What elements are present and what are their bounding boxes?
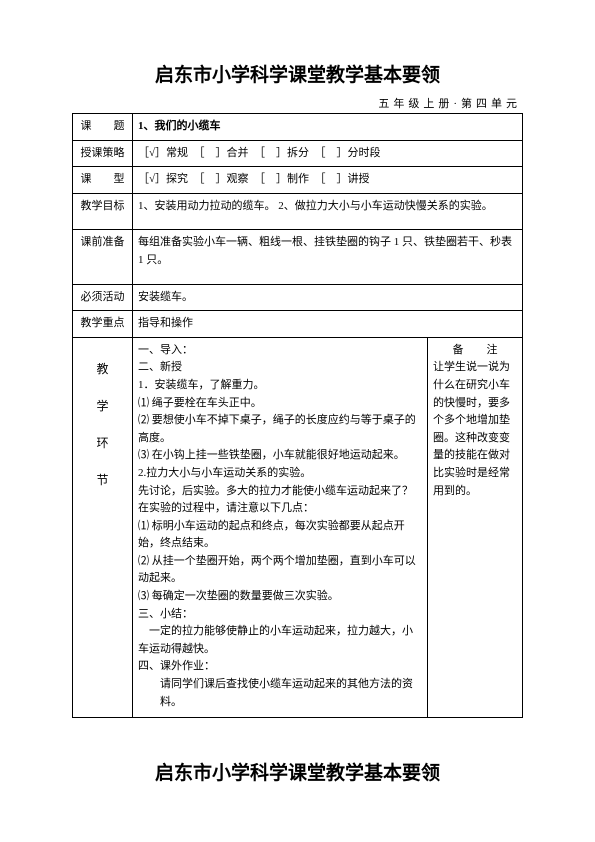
step-line: 一、导入： xyxy=(138,344,193,356)
step-line: 在实验的过程中，请注意以下几点： xyxy=(138,502,314,514)
steps-char-2: 学 xyxy=(78,397,127,416)
notes-column: 备 注 让学生说一说为什么在研究小车的快慢时，要多个多个地增加垫圈。这种改变变量… xyxy=(428,337,523,717)
label-strategy: 授课策略 xyxy=(73,140,133,167)
page-subtitle: 五年级上册·第四单元 xyxy=(72,95,523,111)
row-steps: 教 学 环 节 一、导入： 二、新授 1．安装缆车，了解重力。 ⑴ 绳子要栓在车… xyxy=(73,337,523,717)
step-line: 二、新授 xyxy=(138,361,182,373)
step-line: ⑶ 在小钩上挂一些铁垫圈，小车就能很好地运动起来。 xyxy=(138,449,405,461)
value-activity: 安装缆车。 xyxy=(133,284,523,311)
step-line: ⑵ 从挂一个垫圈开始，两个两个增加垫圈，直到小车可以动起来。 xyxy=(138,555,416,585)
step-line: ⑴ 标明小车运动的起点和终点，每次实验都要从起点开始，终点结束。 xyxy=(138,520,405,550)
value-type: ［√］探究 ［ ］观察 ［ ］制作 ［ ］讲授 xyxy=(133,167,523,194)
value-topic: 1、我们的小缆车 xyxy=(133,114,523,141)
steps-char-1: 教 xyxy=(78,360,127,379)
notes-header: 备 注 xyxy=(433,342,517,360)
label-activity: 必须活动 xyxy=(73,284,133,311)
label-prep: 课前准备 xyxy=(73,230,133,284)
value-strategy: ［√］常规 ［ ］合并 ［ ］拆分 ［ ］分时段 xyxy=(133,140,523,167)
row-prep: 课前准备 每组准备实验小车一辆、粗线一根、挂铁垫圈的钩子 1 只、铁垫圈若干、秒… xyxy=(73,230,523,284)
value-goal: 1、安装用动力拉动的缆车。 2、做拉力大小与小车运动快慢关系的实验。 xyxy=(133,193,523,230)
page: 启东市小学科学课堂教学基本要领 五年级上册·第四单元 课 题 1、我们的小缆车 … xyxy=(0,0,595,805)
steps-content: 一、导入： 二、新授 1．安装缆车，了解重力。 ⑴ 绳子要栓在车头正中。 ⑵ 要… xyxy=(133,337,428,717)
footer-title: 启东市小学科学课堂教学基本要领 xyxy=(72,758,523,785)
label-key: 教学重点 xyxy=(73,311,133,338)
step-line: ⑴ 绳子要栓在车头正中。 xyxy=(138,397,262,409)
label-topic: 课 题 xyxy=(73,114,133,141)
lesson-table: 课 题 1、我们的小缆车 授课策略 ［√］常规 ［ ］合并 ［ ］拆分 ［ ］分… xyxy=(72,113,523,718)
step-line: 2.拉力大小与小车运动关系的实验。 xyxy=(138,467,311,479)
steps-char-4: 节 xyxy=(78,471,127,490)
steps-char-3: 环 xyxy=(78,434,127,453)
row-key: 教学重点 指导和操作 xyxy=(73,311,523,338)
step-line: 一定的拉力能够使静止的小车运动起来，拉力越大，小车运动得越快。 xyxy=(138,623,422,658)
step-line: 请同学们课后查找使小缆车运动起来的其他方法的资料。 xyxy=(138,676,422,711)
label-steps: 教 学 环 节 xyxy=(73,337,133,717)
row-topic: 课 题 1、我们的小缆车 xyxy=(73,114,523,141)
row-type: 课 型 ［√］探究 ［ ］观察 ［ ］制作 ［ ］讲授 xyxy=(73,167,523,194)
step-line: 三、小结： xyxy=(138,608,193,620)
step-line: 四、课外作业： xyxy=(138,660,215,672)
notes-body: 让学生说一说为什么在研究小车的快慢时，要多个多个地增加垫圈。这种改变变量的技能在… xyxy=(433,359,517,500)
label-type: 课 型 xyxy=(73,167,133,194)
label-goal: 教学目标 xyxy=(73,193,133,230)
step-line: 1．安装缆车，了解重力。 xyxy=(138,379,265,391)
row-activity: 必须活动 安装缆车。 xyxy=(73,284,523,311)
step-line: ⑵ 要想使小车不掉下桌子，绳子的长度应约与等于桌子的高度。 xyxy=(138,414,416,444)
step-line: ⑶ 每确定一次垫圈的数量要做三次实验。 xyxy=(138,590,339,602)
row-goal: 教学目标 1、安装用动力拉动的缆车。 2、做拉力大小与小车运动快慢关系的实验。 xyxy=(73,193,523,230)
step-line: 先讨论，后实验。多大的拉力才能使小缆车运动起来了？ xyxy=(138,485,413,497)
row-strategy: 授课策略 ［√］常规 ［ ］合并 ［ ］拆分 ［ ］分时段 xyxy=(73,140,523,167)
value-prep: 每组准备实验小车一辆、粗线一根、挂铁垫圈的钩子 1 只、铁垫圈若干、秒表 1 只… xyxy=(133,230,523,284)
value-key: 指导和操作 xyxy=(133,311,523,338)
page-title: 启东市小学科学课堂教学基本要领 xyxy=(72,60,523,87)
